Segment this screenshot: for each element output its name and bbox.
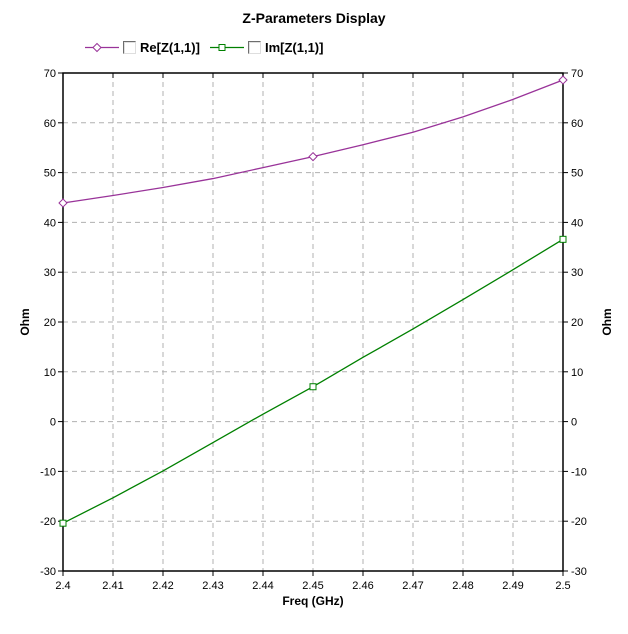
y-tick-label-right: 10 [571,367,583,379]
plot-border [62,72,564,572]
y-tick-label-left: 10 [44,367,56,379]
im-series-swatch-icon [209,43,244,51]
x-tick-label: 2.43 [202,580,223,592]
y-axis-label-left: Ohm [18,308,32,336]
im-series-checkbox[interactable] [247,40,261,54]
y-tick-label-right: 70 [571,68,583,80]
re-series-swatch-icon [85,42,119,52]
im-series-label: Im[Z(1,1)] [264,39,324,55]
re-series-label: Re[Z(1,1)] [140,39,200,55]
x-tick-label: 2.44 [252,580,273,592]
y-tick-label-left: 70 [44,68,56,80]
legend: Re[Z(1,1)] Im[Z(1,1)] [85,39,323,55]
series-marker-square [559,235,567,243]
x-tick-label: 2.49 [502,580,523,592]
re-series-checkbox[interactable] [123,40,136,54]
x-tick-label: 2.45 [302,580,323,592]
page-title: Z-Parameters Display [242,10,386,26]
y-tick-label-right: -30 [571,566,587,578]
x-tick-label: 2.5 [555,580,570,592]
series-marker-diamond [58,198,68,208]
x-tick-label: 2.48 [452,580,473,592]
y-tick-label-right: 40 [571,217,583,229]
y-tick-label-right: -20 [571,516,587,528]
series-marker-diamond [308,151,318,162]
y-tick-label-right: 20 [571,317,583,329]
y-tick-label-left: -20 [40,516,56,528]
y-tick-label-left: 30 [44,267,56,279]
x-axis-label: Freq (GHz) [282,594,344,608]
series-marker-square [59,519,67,527]
y-tick-label-left: 0 [50,417,56,429]
y-tick-label-right: -10 [571,466,587,478]
legend-item-re: Re[Z(1,1)] [85,40,200,55]
y-tick-label-right: 50 [571,168,583,180]
x-tick-label: 2.41 [102,580,123,592]
y-tick-label-right: 0 [571,417,577,429]
y-tick-label-left: -10 [40,466,56,478]
y-tick-label-left: 60 [44,118,56,130]
y-axis-label-right: Ohm [600,308,614,336]
series-marker-square [309,383,317,391]
x-tick-label: 2.46 [352,580,373,592]
y-tick-label-left: -30 [40,566,56,578]
x-tick-label: 2.42 [152,580,173,592]
x-tick-label: 2.47 [402,580,423,592]
y-tick-label-left: 50 [44,168,56,180]
y-tick-label-left: 20 [44,317,56,329]
x-tick-label: 2.4 [55,580,70,592]
series-marker-diamond [558,75,568,85]
y-tick-label-right: 60 [571,118,583,130]
y-tick-label-right: 30 [571,267,583,279]
legend-item-im: Im[Z(1,1)] [209,39,324,55]
y-tick-label-left: 40 [44,217,56,229]
